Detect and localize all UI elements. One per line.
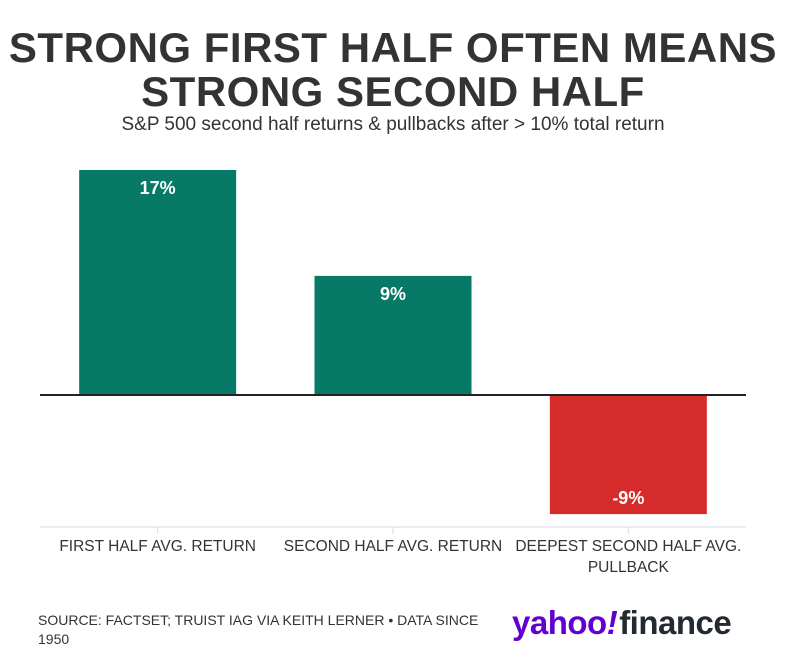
source-note: SOURCE: FACTSET; TRUIST IAG VIA KEITH LE… [38, 612, 479, 647]
bar-3 [549, 395, 707, 515]
chart-title-line-1: STRONG FIRST HALF OFTEN MEANS [8, 24, 778, 71]
logo-finance-text: finance [619, 604, 732, 641]
x-tick-label-2: SECOND HALF AVG. RETURN [284, 538, 502, 555]
data-label-1: 17% [140, 178, 176, 198]
data-label-2: 9% [380, 284, 406, 304]
logo-exclamation: ! [606, 604, 618, 641]
yahoo-finance-logo: yahoo!finance [512, 604, 732, 642]
x-tick-label-1: FIRST HALF AVG. RETURN [59, 538, 256, 555]
x-tick-label-3-line-1: DEEPEST SECOND HALF AVG. [515, 538, 741, 555]
bar-2 [314, 275, 472, 395]
x-tick-label-3-line-2: PULLBACK [588, 559, 670, 576]
chart-title-line-2: STRONG SECOND HALF [141, 68, 645, 115]
bar-chart: 17% 9% -9% FIRST HALF AVG. RETURN SECOND HAL… [40, 170, 746, 576]
data-label-3: -9% [612, 488, 644, 508]
chart-title: STRONG FIRST HALF OFTEN MEANS STRONG SEC… [0, 26, 786, 114]
logo-yahoo-text: yahoo [512, 604, 607, 641]
bar-1 [79, 170, 237, 395]
chart-subtitle: S&P 500 second half returns & pullbacks … [121, 114, 665, 135]
